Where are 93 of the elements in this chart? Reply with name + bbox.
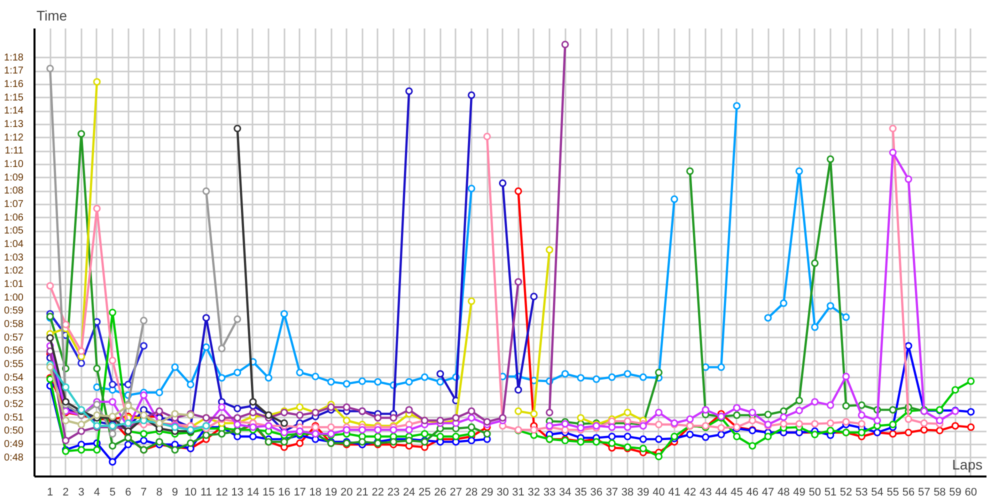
y-tick-label: 1:18 <box>4 52 24 64</box>
x-tick-label: 26 <box>434 486 446 498</box>
x-tick-label: 34 <box>559 486 572 498</box>
y-tick-label: 0:58 <box>4 319 24 330</box>
y-tick-label: 0:59 <box>4 306 24 317</box>
x-tick-label: 10 <box>184 486 197 498</box>
x-tick-label: 30 <box>496 486 509 498</box>
x-tick-label: 28 <box>465 486 478 498</box>
y-tick-label: 1:09 <box>4 172 24 184</box>
y-tick-label: 0:53 <box>4 386 24 397</box>
x-tick-label: 38 <box>621 486 634 498</box>
y-tick-label: 0:56 <box>4 346 24 357</box>
y-tick-label: 1:11 <box>4 146 24 157</box>
x-tick-label: 44 <box>715 486 728 498</box>
y-tick-label: 1:10 <box>4 159 24 170</box>
x-tick-label: 60 <box>964 486 978 498</box>
x-tick-label: 7 <box>140 486 147 498</box>
y-tick-label: 0:50 <box>4 426 24 437</box>
x-tick-label: 20 <box>340 486 353 498</box>
x-tick-label: 24 <box>402 486 416 498</box>
y-tick-label: 1:17 <box>4 66 24 77</box>
x-tick-label: 52 <box>840 486 852 498</box>
y-axis-title: Time <box>36 8 68 24</box>
y-tick-label: 1:00 <box>4 292 24 304</box>
y-tick-label: 1:15 <box>4 92 24 104</box>
x-tick-label: 19 <box>324 486 338 498</box>
x-tick-label: 29 <box>480 486 494 498</box>
y-tick-label: 1:12 <box>4 132 24 144</box>
x-tick-label: 16 <box>278 486 290 498</box>
x-tick-label: 45 <box>730 486 743 498</box>
x-tick-label: 23 <box>387 486 400 498</box>
x-tick-label: 58 <box>934 486 946 498</box>
x-tick-label: 51 <box>824 486 837 498</box>
y-tick-label: 0:52 <box>4 399 24 410</box>
y-tick-label: 1:14 <box>4 106 24 117</box>
x-tick-label: 5 <box>109 486 116 498</box>
x-tick-label: 14 <box>246 486 260 498</box>
y-tick-label: 0:48 <box>4 452 24 464</box>
y-tick-label: 1:06 <box>4 212 24 224</box>
x-tick-label: 41 <box>668 486 680 498</box>
x-tick-label: 48 <box>777 486 790 498</box>
x-tick-label: 1 <box>47 486 54 498</box>
y-tick-label: 1:03 <box>4 252 24 264</box>
x-tick-label: 46 <box>746 486 759 498</box>
x-tick-label: 3 <box>78 486 84 498</box>
y-tick-label: 1:08 <box>4 186 24 197</box>
y-tick-label: 1:05 <box>4 226 24 237</box>
x-tick-label: 54 <box>871 486 884 498</box>
x-tick-label: 18 <box>309 486 322 498</box>
x-tick-label: 15 <box>262 486 275 498</box>
x-axis-title: Laps <box>952 456 982 472</box>
y-tick-label: 1:01 <box>4 279 24 290</box>
x-tick-label: 13 <box>231 486 244 498</box>
x-tick-label: 33 <box>543 486 556 498</box>
y-tick-label: 1:04 <box>4 239 24 250</box>
x-tick-label: 11 <box>200 486 212 498</box>
x-tick-label: 35 <box>574 486 587 498</box>
x-tick-label: 4 <box>94 486 100 498</box>
x-tick-label: 36 <box>590 486 602 498</box>
x-tick-label: 59 <box>949 486 962 498</box>
x-tick-label: 2 <box>62 486 69 498</box>
y-tick-label: 0:51 <box>4 412 24 424</box>
x-tick-label: 17 <box>294 486 306 498</box>
y-tick-label: 1:02 <box>4 266 24 277</box>
x-tick-label: 37 <box>606 486 618 498</box>
x-tick-label: 9 <box>172 486 178 498</box>
x-tick-label: 50 <box>808 486 821 498</box>
x-tick-label: 12 <box>216 486 228 498</box>
x-tick-label: 25 <box>418 486 431 498</box>
x-tick-label: 55 <box>886 486 899 498</box>
y-tick-label: 0:54 <box>4 372 24 384</box>
x-tick-label: 49 <box>793 486 806 498</box>
x-tick-label: 47 <box>762 486 774 498</box>
x-tick-label: 31 <box>512 486 524 498</box>
y-tick-label: 0:49 <box>4 439 24 450</box>
y-tick-label: 1:07 <box>4 199 24 210</box>
x-tick-label: 42 <box>684 486 696 498</box>
x-tick-label: 40 <box>652 486 665 498</box>
x-tick-label: 22 <box>372 486 384 498</box>
y-tick-label: 0:55 <box>4 359 24 370</box>
x-tick-label: 57 <box>918 486 930 498</box>
y-tick-label: 1:16 <box>4 79 24 90</box>
x-tick-label: 21 <box>356 486 368 498</box>
x-tick-label: 8 <box>156 486 162 498</box>
y-tick-label: 1:13 <box>4 119 24 130</box>
x-tick-label: 53 <box>856 486 868 498</box>
x-tick-label: 43 <box>699 486 712 498</box>
x-tick-label: 27 <box>450 486 462 498</box>
x-tick-label: 56 <box>902 486 915 498</box>
y-tick-label: 0:57 <box>4 332 24 344</box>
x-tick-label: 39 <box>637 486 650 498</box>
x-tick-label: 32 <box>528 486 540 498</box>
x-tick-label: 6 <box>125 486 132 498</box>
